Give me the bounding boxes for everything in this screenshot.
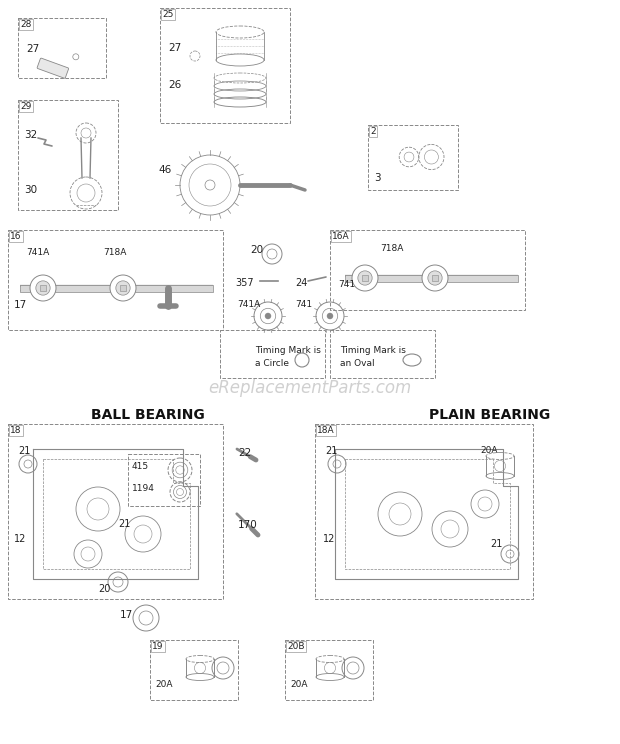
Text: 20A: 20A — [290, 680, 308, 689]
Text: 718A: 718A — [380, 244, 404, 253]
FancyBboxPatch shape — [362, 275, 368, 281]
Text: 19: 19 — [152, 642, 164, 651]
Text: 1194: 1194 — [132, 484, 155, 493]
Text: 20: 20 — [98, 584, 110, 594]
Bar — [8, 424, 223, 599]
Text: 21: 21 — [18, 446, 30, 456]
Text: 17: 17 — [120, 610, 133, 620]
Text: 20B: 20B — [287, 642, 304, 651]
Text: 17: 17 — [14, 300, 27, 310]
Text: 20A: 20A — [480, 446, 497, 455]
Text: 27: 27 — [168, 43, 181, 53]
Text: 741A: 741A — [237, 300, 260, 309]
Bar — [128, 454, 200, 506]
Bar — [18, 18, 106, 78]
Text: 18: 18 — [10, 426, 22, 435]
Text: 32: 32 — [24, 130, 37, 140]
FancyBboxPatch shape — [120, 285, 126, 291]
Text: 16A: 16A — [332, 232, 350, 241]
Text: 21: 21 — [325, 446, 337, 456]
Text: 46: 46 — [158, 165, 171, 175]
Circle shape — [422, 265, 448, 291]
Text: a Circle: a Circle — [255, 359, 289, 368]
Text: 3: 3 — [374, 173, 381, 183]
Text: 28: 28 — [20, 20, 32, 29]
Text: 170: 170 — [238, 520, 258, 530]
FancyBboxPatch shape — [432, 275, 438, 281]
Text: Timing Mark is: Timing Mark is — [255, 346, 321, 355]
Circle shape — [265, 313, 271, 319]
Bar — [160, 8, 290, 123]
Circle shape — [205, 180, 215, 190]
FancyBboxPatch shape — [40, 285, 46, 291]
Circle shape — [327, 313, 333, 319]
Text: 357: 357 — [235, 278, 254, 288]
Text: 30: 30 — [24, 185, 37, 195]
Text: 21: 21 — [118, 519, 130, 529]
Bar — [368, 125, 458, 190]
FancyBboxPatch shape — [345, 275, 518, 281]
Bar — [150, 640, 238, 700]
Text: 21: 21 — [490, 539, 502, 549]
Text: Timing Mark is: Timing Mark is — [340, 346, 406, 355]
Text: 22: 22 — [238, 448, 251, 458]
Text: 741: 741 — [338, 280, 355, 289]
Circle shape — [116, 280, 130, 295]
FancyBboxPatch shape — [20, 284, 213, 292]
Text: an Oval: an Oval — [340, 359, 374, 368]
Text: 29: 29 — [20, 102, 32, 111]
Circle shape — [352, 265, 378, 291]
Bar — [220, 330, 325, 378]
Text: 24: 24 — [295, 278, 308, 288]
Bar — [18, 100, 118, 210]
Text: 27: 27 — [26, 44, 39, 54]
Circle shape — [110, 275, 136, 301]
Circle shape — [428, 271, 442, 285]
Text: PLAIN BEARING: PLAIN BEARING — [430, 408, 551, 422]
Text: 415: 415 — [132, 462, 149, 471]
Circle shape — [358, 271, 372, 285]
Bar — [330, 330, 435, 378]
Text: 2: 2 — [370, 127, 376, 136]
Text: 26: 26 — [168, 80, 181, 90]
Text: 12: 12 — [323, 534, 335, 544]
Bar — [285, 640, 373, 700]
Text: 16: 16 — [10, 232, 22, 241]
Text: 12: 12 — [14, 534, 27, 544]
Text: 741: 741 — [295, 300, 312, 309]
Text: BALL BEARING: BALL BEARING — [91, 408, 205, 422]
Text: 741A: 741A — [26, 248, 49, 257]
Circle shape — [36, 280, 50, 295]
Bar — [8, 230, 223, 330]
Text: 20: 20 — [250, 245, 263, 255]
Text: 20A: 20A — [155, 680, 172, 689]
Text: 718A: 718A — [103, 248, 126, 257]
Bar — [330, 230, 525, 310]
Text: 25: 25 — [162, 10, 174, 19]
Text: 18A: 18A — [317, 426, 335, 435]
FancyBboxPatch shape — [37, 58, 69, 78]
Bar — [315, 424, 533, 599]
Circle shape — [30, 275, 56, 301]
Text: eReplacementParts.com: eReplacementParts.com — [208, 379, 412, 397]
